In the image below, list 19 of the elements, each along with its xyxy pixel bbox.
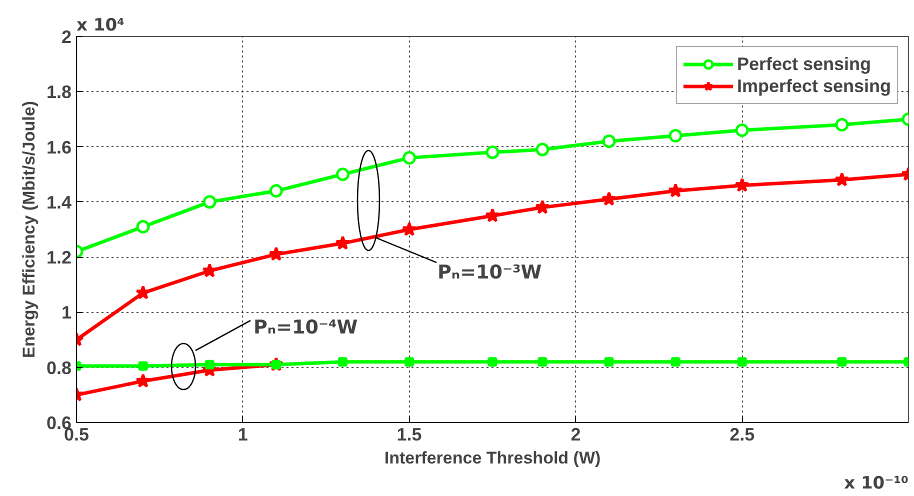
y-tick-label: 1.2 xyxy=(46,248,72,268)
y-axis-title: Energy Efficiency (Mbit/s/Joule) xyxy=(19,101,38,358)
y-tick-label: 1.4 xyxy=(46,192,72,212)
y-tick-label: 0.8 xyxy=(46,358,72,378)
y-tick-label: 1.6 xyxy=(46,137,72,158)
y-tick-label: 1 xyxy=(61,302,72,323)
text: x 10⁴ xyxy=(76,16,124,36)
x-tick-label: 1 xyxy=(238,424,248,444)
x-tick-label: 2.5 xyxy=(730,424,755,444)
x-tick-label: 1.5 xyxy=(396,424,422,444)
legend-label: Imperfect sensing xyxy=(736,75,891,97)
y-tick-label: 2 xyxy=(61,27,72,47)
x-axis-title: Interference Threshold (W) xyxy=(384,448,601,468)
legend-label: Perfect sensing xyxy=(736,53,872,75)
text: x 10⁻¹⁰ xyxy=(844,474,908,494)
x-tick-label: 2 xyxy=(570,424,581,444)
annotation: Pₙ=10⁻⁴W xyxy=(254,316,358,338)
y-tick-label: 1.8 xyxy=(46,82,72,102)
annotation: Pₙ=10⁻³W xyxy=(438,262,542,284)
